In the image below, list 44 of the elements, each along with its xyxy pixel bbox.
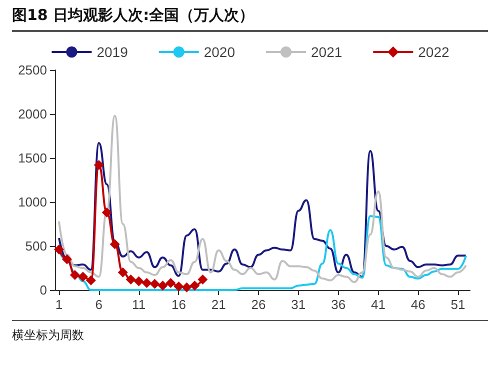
point xyxy=(198,274,208,284)
y-tick-label: 500 xyxy=(25,238,47,254)
point xyxy=(190,280,200,291)
point xyxy=(102,208,112,218)
line-series xyxy=(58,142,468,278)
point xyxy=(142,278,152,288)
text: 横坐标为周数 xyxy=(12,320,488,344)
legend-label: 2020 xyxy=(204,44,236,60)
y-tick-label: 1500 xyxy=(18,150,47,166)
legend-label: 2021 xyxy=(311,44,342,60)
point xyxy=(86,275,96,286)
point xyxy=(118,267,128,278)
y-tick-label: 0 xyxy=(40,282,47,298)
point xyxy=(182,282,192,292)
x-tick-label: 36 xyxy=(331,297,346,312)
point xyxy=(62,254,72,264)
y-tick-label: 2500 xyxy=(18,62,47,78)
point xyxy=(174,281,184,292)
x-tick-label: 6 xyxy=(95,297,103,312)
x-tick-label: 11 xyxy=(132,297,146,312)
x-tick-label: 31 xyxy=(291,297,306,312)
x-tick-label: 26 xyxy=(251,297,266,312)
legend-label: 2019 xyxy=(96,44,128,60)
x-tick-label: 16 xyxy=(171,297,186,312)
x-tick-label: 21 xyxy=(211,297,226,312)
point xyxy=(70,270,80,280)
point xyxy=(54,244,64,255)
point xyxy=(150,278,160,289)
point xyxy=(126,274,136,284)
point xyxy=(94,160,104,170)
point xyxy=(134,276,144,286)
x-tick-label: 1 xyxy=(55,297,63,312)
x-tick-label: 46 xyxy=(410,297,426,312)
legend-label: 2022 xyxy=(418,44,450,60)
chart-title: 图18 日均观影人次:全国（万人次） xyxy=(12,6,488,32)
y-tick-label: 2000 xyxy=(18,106,47,122)
line-series xyxy=(58,114,468,284)
point xyxy=(166,278,176,288)
point xyxy=(78,272,88,282)
x-tick-label: 51 xyxy=(450,297,466,312)
y-tick-label: 1000 xyxy=(18,194,47,210)
x-tick-label: 41 xyxy=(370,297,386,312)
point xyxy=(158,280,168,291)
point xyxy=(110,239,120,250)
